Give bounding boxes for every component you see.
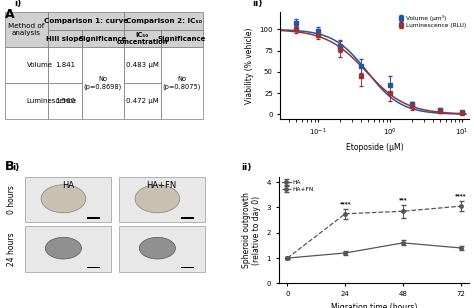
- Text: ****: ****: [455, 193, 466, 198]
- Ellipse shape: [41, 185, 86, 213]
- Text: Significance: Significance: [157, 36, 206, 42]
- Bar: [48, 83, 82, 119]
- Legend: Volume (μm³), Luminescence (RLU): Volume (μm³), Luminescence (RLU): [397, 15, 466, 28]
- Text: ****: ****: [339, 201, 351, 206]
- Y-axis label: Spheroid outgrowth
(relative to day 0): Spheroid outgrowth (relative to day 0): [242, 192, 261, 268]
- Text: IC₅₀
concentration: IC₅₀ concentration: [117, 32, 168, 45]
- Text: 0.483 μM: 0.483 μM: [126, 62, 159, 68]
- Bar: [161, 47, 203, 119]
- Y-axis label: Viability (% vehicle): Viability (% vehicle): [245, 27, 254, 104]
- Bar: [118, 226, 205, 272]
- Text: Comparison 2: IC₅₀: Comparison 2: IC₅₀: [126, 18, 201, 24]
- Bar: [118, 177, 205, 222]
- Text: 1.841: 1.841: [55, 62, 75, 68]
- Text: 24 hours: 24 hours: [7, 232, 16, 266]
- Bar: [48, 12, 124, 30]
- Text: Comparison 1: curve: Comparison 1: curve: [44, 18, 128, 24]
- Bar: [25, 177, 111, 222]
- Bar: [124, 47, 161, 83]
- Text: Luminescence: Luminescence: [27, 98, 77, 104]
- Text: Method of
analysis: Method of analysis: [9, 23, 45, 36]
- X-axis label: Etoposide (μM): Etoposide (μM): [346, 143, 404, 152]
- Text: No
(p=0.8075): No (p=0.8075): [163, 76, 201, 90]
- Text: i): i): [15, 0, 22, 8]
- Bar: [181, 267, 193, 268]
- Bar: [82, 30, 124, 47]
- Ellipse shape: [139, 237, 175, 259]
- Text: 0.472 μM: 0.472 μM: [126, 98, 159, 104]
- Bar: [87, 217, 100, 219]
- Text: ii): ii): [252, 0, 263, 8]
- Text: 0 hours: 0 hours: [7, 185, 16, 214]
- Bar: [5, 12, 48, 47]
- Text: ***: ***: [399, 197, 407, 202]
- Bar: [181, 217, 193, 219]
- Text: HA+FN: HA+FN: [146, 180, 177, 190]
- Bar: [5, 47, 48, 83]
- Text: 1.560: 1.560: [55, 98, 75, 104]
- Text: ii): ii): [241, 163, 251, 172]
- Bar: [25, 226, 111, 272]
- Text: A: A: [5, 8, 14, 21]
- Text: B: B: [5, 160, 14, 173]
- Text: HA: HA: [62, 180, 74, 190]
- Bar: [82, 47, 124, 119]
- Legend: HA, HA+FN: HA, HA+FN: [282, 180, 314, 192]
- Bar: [48, 30, 82, 47]
- Text: Volume: Volume: [27, 62, 53, 68]
- Bar: [5, 83, 48, 119]
- X-axis label: Migration time (hours): Migration time (hours): [331, 302, 417, 308]
- Bar: [87, 267, 100, 268]
- Bar: [48, 47, 82, 83]
- Text: No
(p=0.8698): No (p=0.8698): [84, 76, 122, 90]
- Text: i): i): [13, 163, 20, 172]
- Text: Hill slope: Hill slope: [46, 36, 83, 42]
- Bar: [124, 30, 161, 47]
- Bar: [124, 83, 161, 119]
- Bar: [124, 12, 203, 30]
- Text: Significance: Significance: [79, 36, 127, 42]
- Ellipse shape: [46, 237, 82, 259]
- Bar: [161, 30, 203, 47]
- Ellipse shape: [135, 185, 180, 213]
